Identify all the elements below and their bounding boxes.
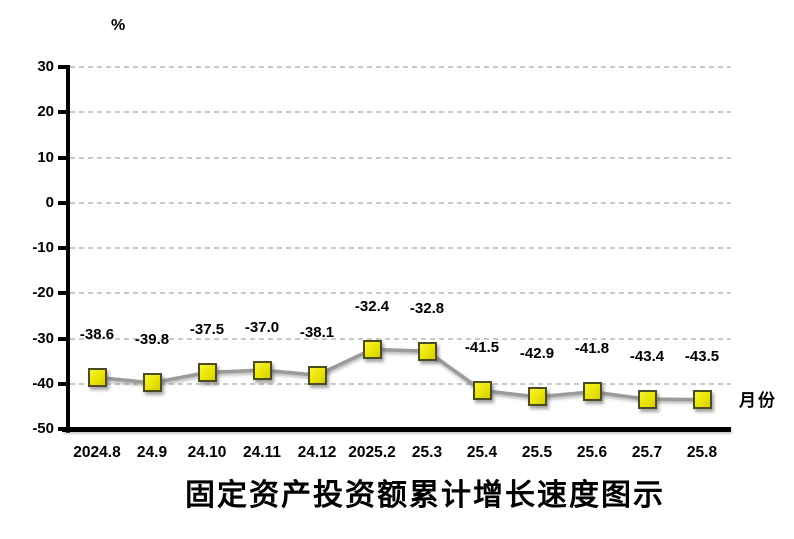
data-point-marker (472, 381, 492, 401)
gridline (70, 156, 731, 159)
data-point-label: -37.5 (189, 320, 225, 338)
y-axis-tick-label: -20 (32, 284, 54, 302)
data-point-marker (582, 382, 602, 402)
x-axis-tick-label: 2025.2 (348, 444, 396, 461)
data-point-label: -42.9 (519, 345, 555, 363)
y-axis-tick (58, 336, 67, 341)
x-axis-tick-label: 25.8 (686, 444, 718, 461)
y-axis-tick (58, 381, 67, 386)
y-axis-tick-label: -50 (32, 420, 54, 437)
data-point-label: -32.8 (409, 299, 445, 317)
x-axis-tick-label: 24.9 (136, 444, 168, 461)
x-axis-tick-label: 25.6 (576, 444, 608, 461)
data-point-marker (197, 362, 217, 382)
y-axis-tick (58, 246, 67, 250)
data-point-label: -37.0 (244, 318, 280, 336)
chart-title: 固定资产投资额累计增长速度图示 (185, 478, 665, 513)
y-axis-tick (58, 200, 67, 205)
data-point-label: -32.4 (354, 297, 390, 315)
gridline (70, 201, 731, 204)
data-point-label: -41.5 (464, 339, 500, 357)
y-axis-tick-label: 10 (37, 148, 54, 166)
gridline (70, 66, 731, 68)
data-point-label: -39.8 (134, 331, 170, 349)
y-axis-tick (58, 65, 67, 69)
data-point-label: -38.1 (299, 323, 335, 341)
x-axis-title: 月份 (739, 391, 777, 410)
data-point-marker (362, 339, 382, 359)
data-point-label: -43.4 (629, 347, 665, 365)
gridline (70, 292, 731, 295)
y-axis-tick (58, 155, 67, 160)
data-point-marker (637, 389, 657, 409)
data-point-marker (417, 341, 437, 361)
y-axis-tick-label: -10 (32, 239, 54, 256)
x-axis-tick-label: 24.12 (297, 444, 337, 461)
data-point-label: -38.6 (79, 325, 115, 343)
y-axis-line (66, 65, 70, 433)
x-axis-tick-label: 25.7 (631, 444, 663, 461)
data-point-marker (142, 373, 162, 393)
x-axis-tick-label: 24.10 (187, 444, 227, 461)
data-point-label: -41.8 (574, 340, 610, 358)
x-axis-tick-label: 25.4 (466, 444, 498, 461)
gridline (70, 337, 731, 340)
x-axis-tick-label: 25.5 (521, 444, 553, 461)
y-axis-tick-label: 20 (37, 103, 54, 121)
x-axis-tick-label: 2024.8 (73, 444, 121, 461)
y-axis-tick (58, 110, 67, 115)
data-point-marker (252, 360, 272, 380)
data-point-marker (87, 367, 107, 387)
y-axis-tick-label: 0 (45, 193, 54, 211)
gridline (70, 111, 731, 114)
x-axis-tick-label: 25.3 (411, 444, 443, 461)
data-point-marker (692, 390, 712, 410)
y-axis-tick (58, 291, 67, 296)
data-point-marker (527, 387, 547, 407)
y-axis-tick-label: -30 (32, 329, 54, 347)
gridline (70, 382, 731, 385)
gridline (70, 247, 731, 249)
data-point-marker (307, 365, 327, 385)
x-axis-tick-label: 24.11 (243, 444, 281, 461)
y-axis-unit-label: % (111, 17, 126, 34)
y-axis-tick-label: -40 (32, 374, 54, 392)
y-axis-tick-label: 30 (37, 58, 54, 75)
x-axis-line (62, 427, 731, 432)
data-point-label: -43.5 (684, 348, 720, 366)
